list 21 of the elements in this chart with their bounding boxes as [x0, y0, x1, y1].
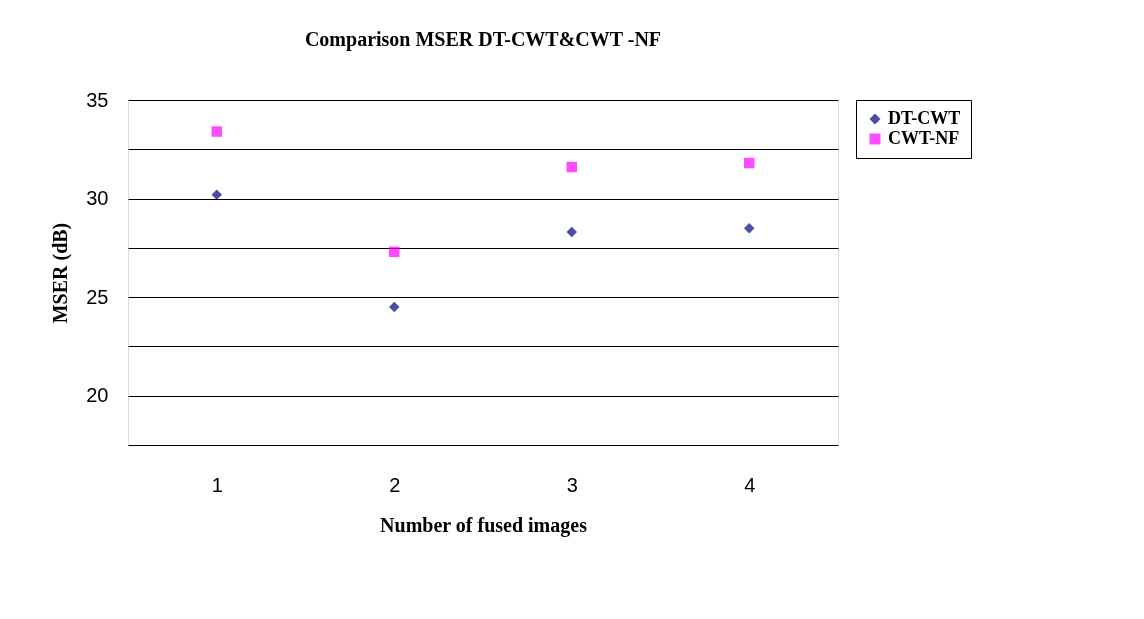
point: [389, 301, 400, 313]
y-tick-label: 35: [86, 88, 109, 111]
y-tick-label: 25: [86, 285, 109, 308]
chart-title: Comparison MSER DT-CWT&CWT -NF: [304, 28, 662, 51]
legend-label: CWT-NF: [888, 128, 960, 148]
point: [566, 226, 577, 238]
y-axis-title: MSER (dB): [49, 222, 73, 324]
y-tick-label: 30: [86, 187, 109, 210]
point: [211, 126, 222, 137]
point: [744, 157, 755, 169]
x-tick-label: 3: [566, 473, 578, 496]
x-axis-title: Number of fused images: [380, 513, 588, 537]
point: [566, 161, 577, 173]
x-tick-label: 1: [211, 473, 223, 496]
x-tick-label: 2: [389, 473, 401, 496]
point: [389, 246, 400, 258]
y-tick-label: 20: [86, 384, 109, 407]
point: [211, 189, 222, 200]
point: [744, 222, 755, 234]
x-tick-label: 4: [744, 473, 756, 496]
legend-label: DT-CWT: [888, 108, 961, 128]
